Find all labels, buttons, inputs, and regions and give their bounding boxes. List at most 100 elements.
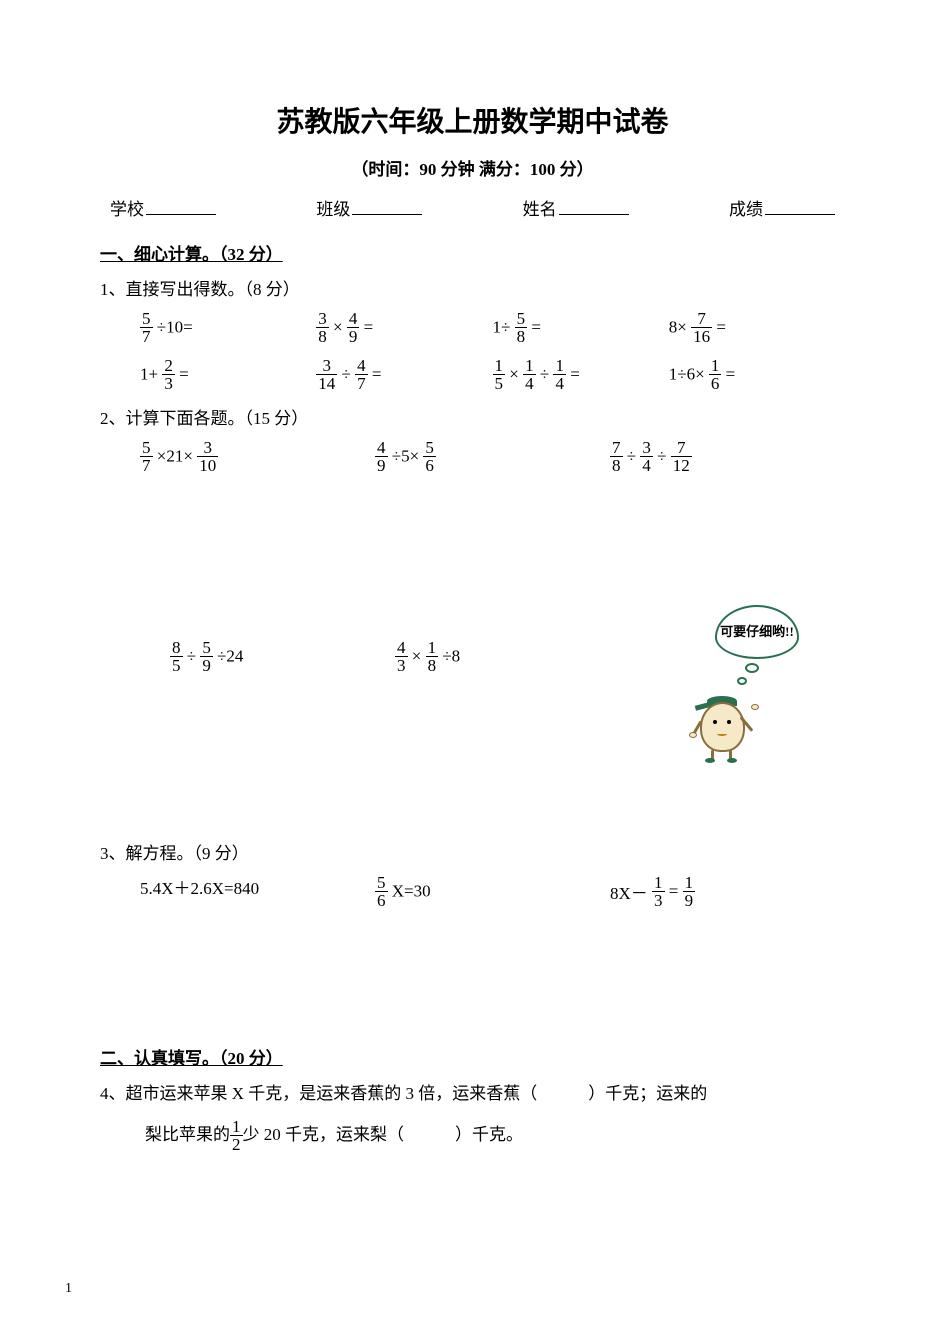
q1-eq6: 314 ÷ 47 = bbox=[316, 357, 492, 392]
q2-eq5: 43 × 18 ÷8 bbox=[395, 639, 620, 674]
frac-num: 1 bbox=[652, 874, 665, 892]
eq-text: 1+ bbox=[140, 365, 162, 384]
score-blank bbox=[765, 198, 835, 215]
frac-den: 4 bbox=[523, 375, 536, 392]
eq-text: 1÷6× bbox=[669, 365, 709, 384]
school-blank bbox=[146, 198, 216, 215]
frac-num: 5 bbox=[375, 874, 388, 892]
frac-den: 2 bbox=[230, 1136, 243, 1153]
exam-subtitle: （时间：90 分钟 满分：100 分） bbox=[100, 155, 845, 180]
frac-num: 1 bbox=[709, 357, 722, 375]
eq-text: = bbox=[712, 318, 726, 337]
q3-row: 5.4X＋2.6X=840 56 X=30 8X－ 13 = 19 bbox=[100, 874, 845, 909]
eq-text: ÷24 bbox=[213, 647, 244, 666]
q1-header: 1、直接写出得数。（8 分） bbox=[100, 275, 845, 300]
eq-text: = bbox=[527, 318, 541, 337]
hand-icon bbox=[689, 732, 697, 738]
frac-den: 8 bbox=[610, 457, 623, 474]
frac-num: 2 bbox=[162, 357, 175, 375]
q1-eq5: 1+ 23 = bbox=[140, 357, 316, 392]
eq-text: ÷ bbox=[337, 365, 355, 384]
frac-den: 3 bbox=[395, 657, 408, 674]
q1-eq3: 1÷ 58 = bbox=[493, 310, 669, 345]
eq-text: = bbox=[359, 318, 373, 337]
frac-den: 9 bbox=[375, 457, 388, 474]
eq-text: = bbox=[566, 365, 580, 384]
section2-header: 二、认真填写。（20 分） bbox=[100, 1044, 845, 1069]
eq-text: × bbox=[408, 647, 426, 666]
q1-eq2: 38 × 49 = bbox=[316, 310, 492, 345]
frac-num: 7 bbox=[671, 439, 692, 457]
eq-text: ÷ bbox=[536, 365, 554, 384]
eq-text: ÷5× bbox=[388, 447, 424, 466]
name-label: 姓名 bbox=[523, 195, 557, 220]
egg-character-icon bbox=[685, 690, 765, 765]
frac-num: 3 bbox=[640, 439, 653, 457]
frac-num: 5 bbox=[200, 639, 213, 657]
q2-row1: 57 ×21× 310 49 ÷5× 56 78 ÷ 34 ÷ 712 bbox=[100, 439, 845, 474]
q3-eq2: 56 X=30 bbox=[375, 874, 610, 909]
eq-text: ÷ bbox=[183, 647, 201, 666]
class-blank bbox=[352, 198, 422, 215]
q3-eq3: 8X－ 13 = 19 bbox=[610, 874, 845, 909]
page-number: 1 bbox=[65, 1281, 72, 1297]
name-field: 姓名 bbox=[523, 195, 629, 220]
frac-num: 7 bbox=[691, 310, 712, 328]
frac-num: 4 bbox=[395, 639, 408, 657]
frac-num: 8 bbox=[170, 639, 183, 657]
q4-line2: 梨比苹果的12少 20 千克，运来梨（ ）千克。 bbox=[100, 1118, 845, 1153]
score-field: 成绩 bbox=[729, 195, 835, 220]
q1-eq8: 1÷6× 16 = bbox=[669, 357, 845, 392]
frac-den: 5 bbox=[170, 657, 183, 674]
frac-den: 6 bbox=[423, 457, 436, 474]
frac-num: 3 bbox=[316, 310, 329, 328]
q1-eq7: 15 × 14 ÷ 14 = bbox=[493, 357, 669, 392]
frac-den: 9 bbox=[683, 892, 696, 909]
score-label: 成绩 bbox=[729, 195, 763, 220]
work-space bbox=[100, 924, 845, 1044]
frac-den: 7 bbox=[140, 328, 153, 345]
eq-text: 8× bbox=[669, 318, 691, 337]
eq-text: = bbox=[175, 365, 189, 384]
q1-row2: 1+ 23 = 314 ÷ 47 = 15 × 14 ÷ 14 = 1÷6× 1… bbox=[100, 357, 845, 392]
frac-num: 1 bbox=[426, 639, 439, 657]
foot-icon bbox=[705, 758, 715, 763]
eq-text: = bbox=[721, 365, 735, 384]
hand-icon bbox=[751, 704, 759, 710]
frac-den: 4 bbox=[553, 375, 566, 392]
q4-line1: 4、超市运来苹果 X 千克，是运来香蕉的 3 倍，运来香蕉（ ）千克；运来的 bbox=[100, 1079, 845, 1110]
frac-den: 8 bbox=[316, 328, 329, 345]
eq-text: 8X－ bbox=[610, 884, 652, 903]
school-field: 学校 bbox=[110, 195, 216, 220]
frac-num: 1 bbox=[683, 874, 696, 892]
bubble-text: 可要仔细哟!! bbox=[715, 605, 799, 659]
frac-num: 4 bbox=[347, 310, 360, 328]
foot-icon bbox=[727, 758, 737, 763]
frac-den: 6 bbox=[375, 892, 388, 909]
q2-eq3: 78 ÷ 34 ÷ 712 bbox=[610, 439, 845, 474]
q3-eq1: 5.4X＋2.6X=840 bbox=[140, 874, 375, 909]
eq-text: 1÷ bbox=[493, 318, 515, 337]
frac-den: 16 bbox=[691, 328, 712, 345]
frac-den: 8 bbox=[426, 657, 439, 674]
frac-num: 1 bbox=[523, 357, 536, 375]
frac-num: 7 bbox=[610, 439, 623, 457]
frac-num: 1 bbox=[230, 1118, 243, 1136]
eq-text: 5.4X＋2.6X=840 bbox=[140, 879, 259, 898]
frac-den: 5 bbox=[493, 375, 506, 392]
frac-den: 6 bbox=[709, 375, 722, 392]
frac-den: 7 bbox=[355, 375, 368, 392]
q2-header: 2、计算下面各题。（15 分） bbox=[100, 404, 845, 429]
frac-den: 12 bbox=[671, 457, 692, 474]
name-blank bbox=[559, 198, 629, 215]
class-label: 班级 bbox=[316, 195, 350, 220]
eq-text: ÷8 bbox=[438, 647, 460, 666]
frac-num: 3 bbox=[316, 357, 337, 375]
cartoon-illustration: 可要仔细哟!! bbox=[675, 605, 805, 765]
eq-text: ÷ bbox=[653, 447, 671, 466]
eye-icon bbox=[713, 720, 717, 724]
class-field: 班级 bbox=[316, 195, 422, 220]
q2-eq1: 57 ×21× 310 bbox=[140, 439, 375, 474]
q2-eq4: 85 ÷ 59 ÷24 bbox=[140, 639, 395, 674]
thought-bubble: 可要仔细哟!! bbox=[715, 605, 805, 665]
